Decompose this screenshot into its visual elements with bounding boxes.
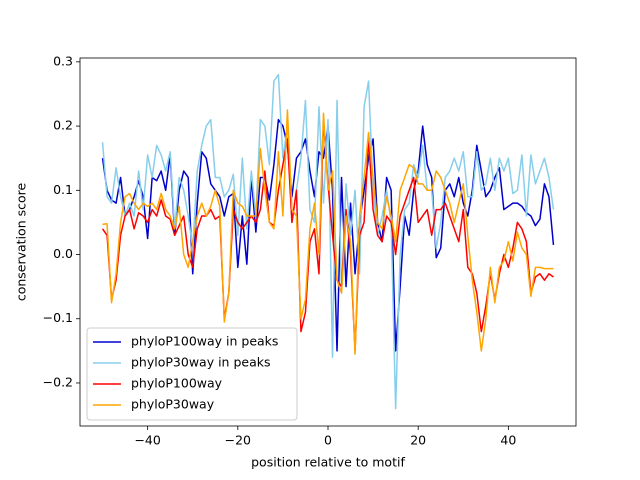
x-tick-label: 40	[500, 433, 516, 448]
y-tick-label: 0.3	[53, 53, 73, 68]
legend-label: phyloP100way	[131, 376, 223, 391]
legend-label: phyloP100way in peaks	[131, 334, 278, 349]
legend-box	[86, 327, 298, 421]
series-line	[102, 109, 554, 355]
x-tick-label: 20	[410, 433, 426, 448]
y-tick-label: 0.2	[53, 118, 73, 133]
y-tick-label: −0.2	[43, 374, 73, 389]
series-line	[101, 73, 555, 410]
x-tick-label: −40	[134, 433, 160, 448]
x-tick-label: −20	[225, 433, 251, 448]
legend-label: phyloP30way in peaks	[131, 355, 270, 370]
plot-frame	[79, 57, 577, 427]
y-tick-label: −0.1	[43, 310, 73, 325]
legend-label: phyloP30way	[131, 397, 215, 412]
y-tick-label: 0.1	[53, 182, 73, 197]
x-axis-label: position relative to motif	[251, 455, 405, 470]
y-tick-label: 0.0	[53, 246, 73, 261]
x-tick-label: 0	[324, 433, 332, 448]
y-axis-label: conservation score	[14, 183, 29, 302]
